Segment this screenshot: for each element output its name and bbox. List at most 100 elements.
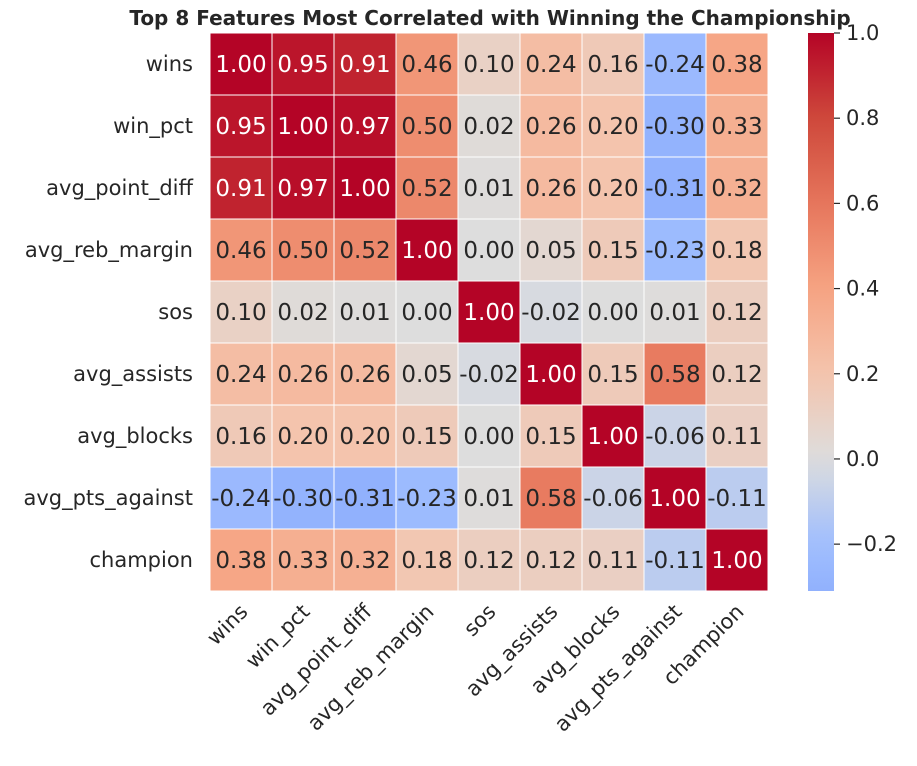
- cell-value-label: 0.00: [587, 300, 638, 326]
- cell-value-label: 0.91: [215, 176, 266, 202]
- heatmap-cell: [457, 342, 521, 406]
- colorbar: 1.0 0.8 0.6 0.4 0.2 0.0 −0.2: [808, 21, 897, 591]
- cell-value-label: 0.02: [463, 114, 514, 140]
- cell-value-label: 1.00: [463, 300, 514, 326]
- cell-value-label: 0.02: [277, 300, 328, 326]
- cell-value-label: 0.15: [401, 424, 452, 450]
- y-tick-label: avg_pts_against: [23, 486, 193, 511]
- heatmap-cell: [209, 280, 273, 344]
- cell-value-label: 0.20: [277, 424, 328, 450]
- heatmap-cell: [209, 404, 273, 468]
- cell-value-label: 0.26: [525, 114, 576, 140]
- cell-value-label: 0.15: [525, 424, 576, 450]
- y-axis-tick-labels: wins win_pct avg_point_diff avg_reb_margins…: [23, 52, 193, 572]
- cell-value-label: 0.32: [339, 548, 390, 574]
- cell-value-label: -0.24: [645, 52, 705, 78]
- cell-value-label: -0.06: [583, 486, 643, 512]
- heatmap-cell: [519, 342, 583, 406]
- heatmap-cell: [333, 156, 397, 220]
- colorbar-tick-label: 0.8: [846, 106, 879, 130]
- cell-value-label: 0.16: [215, 424, 266, 450]
- heatmap-cell: [705, 218, 769, 282]
- colorbar-tick-label: 1.0: [846, 21, 879, 45]
- cell-value-label: 0.05: [401, 362, 452, 388]
- y-tick-label: avg_point_diff: [46, 176, 193, 201]
- cell-value-label: 0.18: [711, 238, 762, 264]
- heatmap-cell: [457, 94, 521, 158]
- heatmap-cell: [333, 528, 397, 592]
- cell-value-label: 0.10: [463, 52, 514, 78]
- cell-value-label: 0.58: [525, 486, 576, 512]
- heatmap-cell: [209, 32, 273, 96]
- heatmap-cell: [519, 528, 583, 592]
- heatmap-cell: [457, 156, 521, 220]
- cell-value-label: 0.46: [401, 52, 452, 78]
- colorbar-gradient: [808, 33, 834, 591]
- cell-value-label: 0.01: [463, 176, 514, 202]
- heatmap-cell: [705, 156, 769, 220]
- cell-value-label: 0.00: [463, 238, 514, 264]
- heatmap-cell: [395, 528, 459, 592]
- cell-value-label: 0.38: [215, 548, 266, 574]
- heatmap-cell: [457, 528, 521, 592]
- heatmap-cell: [581, 94, 645, 158]
- cell-value-label: 0.26: [277, 362, 328, 388]
- heatmap-cell: [209, 466, 273, 530]
- heatmap-cell: [581, 280, 645, 344]
- heatmap-cell: [271, 404, 335, 468]
- cell-value-label: 1.00: [215, 52, 266, 78]
- heatmap-cell: [581, 156, 645, 220]
- x-tick-label: sos: [459, 600, 501, 642]
- heatmap-cell: [395, 156, 459, 220]
- heatmap-cell: [271, 528, 335, 592]
- heatmap-cell: [705, 466, 769, 530]
- cell-value-label: 0.01: [649, 300, 700, 326]
- cell-value-label: 1.00: [401, 238, 452, 264]
- y-tick-label: avg_reb_margin: [25, 238, 193, 263]
- heatmap-cells: 1.00 0.95 0.91 0.46 0.10 0.24 0.16 -0.24 0.380.9…: [209, 32, 769, 592]
- y-tick-label: sos: [158, 300, 193, 324]
- cell-value-label: 1.00: [277, 114, 328, 140]
- cell-value-label: -0.23: [397, 486, 457, 512]
- cell-value-label: -0.24: [211, 486, 271, 512]
- cell-value-label: 0.05: [525, 238, 576, 264]
- cell-value-label: 0.10: [215, 300, 266, 326]
- cell-value-label: 0.50: [401, 114, 452, 140]
- cell-value-label: -0.11: [707, 486, 767, 512]
- heatmap-cell: [705, 528, 769, 592]
- cell-value-label: 0.26: [339, 362, 390, 388]
- cell-value-label: 0.20: [587, 176, 638, 202]
- heatmap-cell: [209, 218, 273, 282]
- cell-value-label: 1.00: [711, 548, 762, 574]
- cell-value-label: 0.01: [463, 486, 514, 512]
- heatmap-cell: [643, 342, 707, 406]
- cell-value-label: 0.52: [339, 238, 390, 264]
- cell-value-label: -0.30: [273, 486, 333, 512]
- y-tick-label: avg_blocks: [77, 424, 193, 449]
- y-tick-label: champion: [89, 548, 193, 572]
- cell-value-label: 0.50: [277, 238, 328, 264]
- heatmap-cell: [705, 94, 769, 158]
- cell-value-label: 0.12: [463, 548, 514, 574]
- heatmap-cell: [333, 94, 397, 158]
- cell-value-label: 0.15: [587, 362, 638, 388]
- heatmap-cell: [333, 280, 397, 344]
- cell-value-label: -0.02: [521, 300, 581, 326]
- heatmap-cell: [457, 466, 521, 530]
- cell-value-label: 0.12: [711, 300, 762, 326]
- heatmap-cell: [209, 94, 273, 158]
- cell-value-label: 0.97: [277, 176, 328, 202]
- cell-value-label: -0.30: [645, 114, 705, 140]
- cell-value-label: 0.12: [711, 362, 762, 388]
- heatmap-cell: [519, 466, 583, 530]
- heatmap-cell: [643, 32, 707, 96]
- heatmap-cell: [581, 404, 645, 468]
- heatmap-cell: [209, 528, 273, 592]
- cell-value-label: -0.31: [645, 176, 705, 202]
- colorbar-tick-label: 0.0: [846, 447, 879, 471]
- colorbar-tick-label: 0.2: [846, 362, 879, 386]
- cell-value-label: 0.91: [339, 52, 390, 78]
- cell-value-label: 0.26: [525, 176, 576, 202]
- y-tick-label: avg_assists: [73, 362, 193, 387]
